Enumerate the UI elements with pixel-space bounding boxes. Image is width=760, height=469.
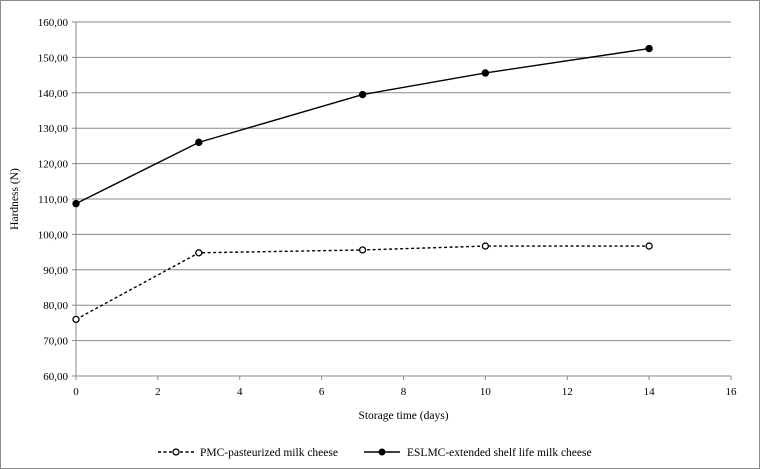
y-tick-label: 120,00 [38,159,69,171]
legend: PMC-pasteurized milk cheese ESLMC-extende… [158,447,592,459]
y-tick-label: 150,00 [38,52,69,64]
y-tick-label: 80,00 [43,300,68,312]
data-point-series-1 [72,315,80,324]
legend-marker-1 [172,448,180,456]
data-point-series-1 [481,242,490,250]
legend-label-1: PMC-pasteurized milk cheese [200,447,338,459]
x-tick-label: 0 [73,386,79,398]
y-tick-label: 110,00 [38,194,68,206]
x-tick-label: 2 [155,386,161,398]
legend-label-2: ESLMC-extended shelf life milk cheese [407,447,592,459]
x-axis-title: Storage time (days) [358,410,448,422]
series-line-1 [75,245,650,320]
y-tick-label: 160,00 [38,17,69,29]
series-layer [72,44,653,324]
y-tick-label: 60,00 [43,371,68,383]
x-tick-label: 10 [480,386,492,398]
data-point-series-2 [358,90,367,99]
x-tick-label: 8 [401,386,407,398]
y-tick-label: 100,00 [38,229,69,241]
data-point-series-2 [195,138,203,147]
y-axis-title: Hardness (N) [9,168,21,230]
x-tick-label: 6 [319,386,325,398]
y-tick-label: 130,00 [38,123,69,135]
data-point-series-1 [195,249,203,257]
x-tick-label: 4 [237,386,243,398]
legend-marker-2 [378,448,386,456]
data-point-series-2 [481,69,490,77]
data-point-series-1 [358,246,367,254]
axes [72,21,732,380]
tick-labels: 60,00 70,00 80,00 90,00 100,00 110,00 120,00 13… [38,17,737,398]
data-point-series-1 [645,242,653,250]
x-tick-label: 16 [726,386,738,398]
y-tick-label: 140,00 [38,88,69,100]
data-point-series-2 [72,199,80,208]
y-tick-label: 70,00 [43,336,68,348]
x-tick-label: 12 [562,386,573,398]
gridlines [76,21,731,342]
y-tick-label: 90,00 [43,265,68,277]
x-tick-label: 14 [644,386,656,398]
series-line-2 [75,47,650,205]
data-point-series-2 [645,44,653,53]
